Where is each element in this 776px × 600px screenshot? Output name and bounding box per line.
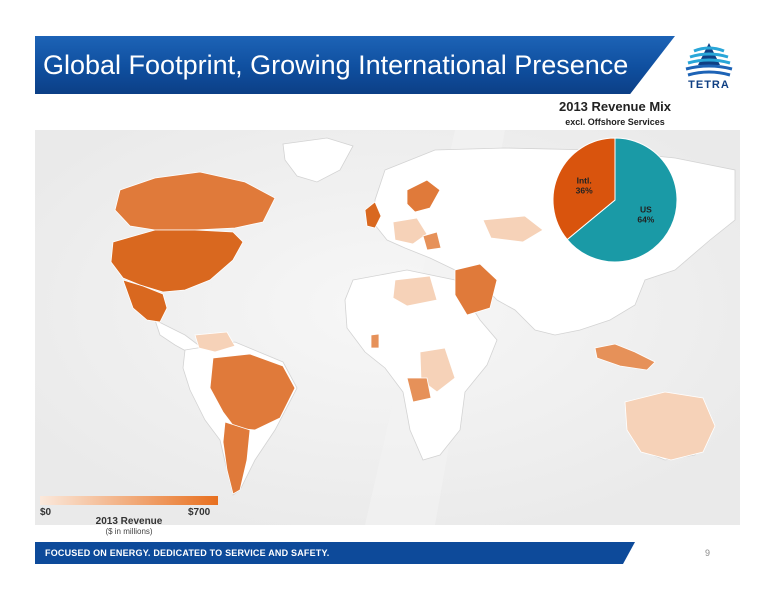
country-canada: [114, 171, 276, 231]
country-argentina: [222, 421, 251, 495]
country-ghana: [370, 333, 380, 349]
landmass-greenland: [282, 137, 354, 183]
country-uk: [364, 201, 382, 229]
country-australia: [624, 391, 716, 461]
chart-title: 2013 Revenue Mix: [558, 99, 671, 114]
pie-slice-intl: [552, 137, 616, 241]
country-eastern-europe: [422, 231, 442, 251]
page-title: Global Footprint, Growing International …: [43, 50, 629, 80]
legend-min-label: $0: [40, 507, 52, 518]
country-germany-region: [392, 217, 428, 245]
country-iraq-saudi: [454, 263, 498, 316]
chart-subtitle: excl. Offshore Services: [565, 117, 665, 127]
title-bar: Global Footprint, Growing International …: [35, 36, 675, 94]
pie-label-us: US 64%: [637, 205, 654, 225]
country-southeast-asia: [594, 343, 656, 371]
country-norway-sweden: [406, 179, 441, 213]
legend-max-label: $700: [188, 507, 211, 518]
country-venezuela: [194, 331, 236, 353]
tetra-logo: TETRA: [678, 41, 740, 95]
country-usa: [110, 229, 244, 293]
legend-subtitle: ($ in millions): [105, 527, 153, 536]
footer-tagline: FOCUSED ON ENERGY. DEDICATED TO SERVICE …: [45, 548, 330, 558]
country-russia-east: [482, 215, 544, 243]
country-angola: [406, 377, 432, 403]
pie-slice-us: [566, 137, 678, 263]
map-legend: $0 $700 2013 Revenue ($ in millions): [40, 496, 220, 544]
footer: FOCUSED ON ENERGY. DEDICATED TO SERVICE …: [35, 542, 740, 564]
header-banner: Global Footprint, Growing International …: [35, 36, 740, 94]
country-north-africa: [392, 275, 438, 307]
pie-label-intl: Intl. 36%: [576, 175, 593, 195]
footer-bar: FOCUSED ON ENERGY. DEDICATED TO SERVICE …: [35, 542, 635, 564]
logo-mark-icon: [685, 43, 733, 77]
country-brazil: [209, 353, 296, 431]
country-mexico: [122, 279, 168, 323]
logo-text: TETRA: [688, 79, 730, 91]
legend-title: 2013 Revenue: [95, 516, 163, 527]
revenue-mix-pie: US 64% Intl. 36%: [552, 137, 678, 263]
country-congo-angola: [419, 347, 456, 393]
legend-gradient-bar: [40, 496, 218, 505]
page-number: 9: [705, 548, 711, 558]
